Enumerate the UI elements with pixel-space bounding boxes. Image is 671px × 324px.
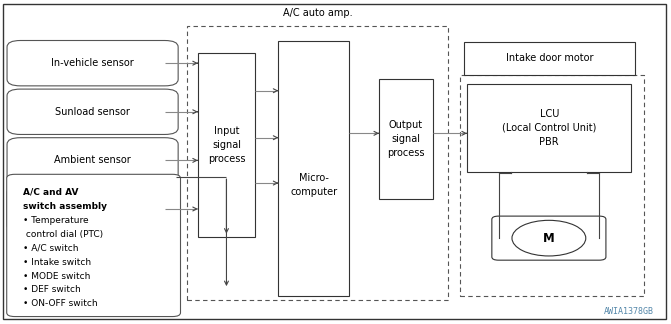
Text: Output
signal
process: Output signal process <box>387 120 425 158</box>
Text: • Intake switch: • Intake switch <box>23 258 92 267</box>
FancyBboxPatch shape <box>492 216 606 260</box>
Text: • MODE switch: • MODE switch <box>23 272 91 281</box>
Text: M: M <box>543 232 555 245</box>
FancyBboxPatch shape <box>198 53 255 237</box>
FancyBboxPatch shape <box>467 84 631 172</box>
FancyBboxPatch shape <box>464 42 635 75</box>
Text: control dial (PTC): control dial (PTC) <box>23 230 103 239</box>
Text: LCU
(Local Control Unit)
PBR: LCU (Local Control Unit) PBR <box>502 109 597 147</box>
FancyBboxPatch shape <box>7 40 178 86</box>
Text: A/C and AV: A/C and AV <box>23 188 79 197</box>
Circle shape <box>512 220 586 256</box>
FancyBboxPatch shape <box>7 174 180 317</box>
Text: AWIA1378GB: AWIA1378GB <box>603 307 654 316</box>
Text: Micro-
computer: Micro- computer <box>290 173 338 197</box>
Text: • Temperature: • Temperature <box>23 216 89 225</box>
FancyBboxPatch shape <box>7 186 178 232</box>
FancyBboxPatch shape <box>3 4 666 319</box>
Text: • DEF switch: • DEF switch <box>23 285 81 295</box>
FancyBboxPatch shape <box>278 40 349 296</box>
Text: A/C auto amp.: A/C auto amp. <box>282 8 352 18</box>
Text: Input
signal
process: Input signal process <box>208 126 245 164</box>
Text: Sunload sensor: Sunload sensor <box>55 107 130 117</box>
Text: Intake door motor: Intake door motor <box>506 53 594 63</box>
Text: • A/C switch: • A/C switch <box>23 244 79 253</box>
Text: Ambient sensor: Ambient sensor <box>54 156 131 165</box>
Text: In-vehicle sensor: In-vehicle sensor <box>51 58 134 68</box>
FancyBboxPatch shape <box>379 79 433 199</box>
Text: Intake sensor: Intake sensor <box>60 204 125 214</box>
Text: • ON-OFF switch: • ON-OFF switch <box>23 299 98 308</box>
Text: switch assembly: switch assembly <box>23 202 107 211</box>
FancyBboxPatch shape <box>7 138 178 183</box>
FancyBboxPatch shape <box>7 89 178 134</box>
